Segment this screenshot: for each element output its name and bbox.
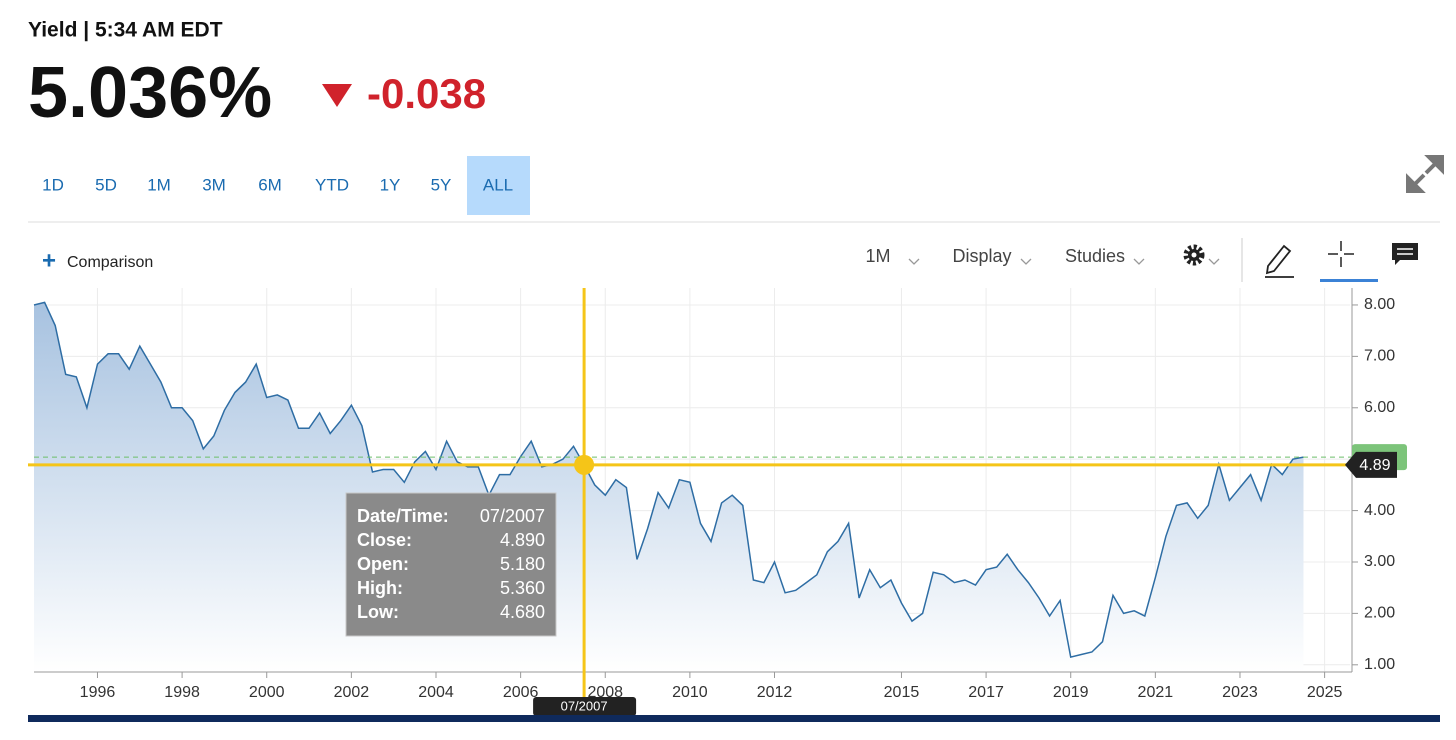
range-button[interactable]: ALL xyxy=(483,175,513,194)
price-tag-label: 4.89 xyxy=(1359,457,1390,474)
tooltip-label: Date/Time: xyxy=(357,506,449,526)
date-label-box xyxy=(533,697,637,716)
tooltip-box xyxy=(345,492,557,637)
plus-icon[interactable]: + xyxy=(42,247,56,274)
x-tick-label: 2010 xyxy=(672,684,708,701)
x-tick-label: 1998 xyxy=(164,684,200,701)
down-arrow xyxy=(322,84,352,107)
x-tick-label: 2021 xyxy=(1138,684,1174,701)
interval[interactable]: 1M xyxy=(865,246,890,266)
area-fill xyxy=(34,302,1304,672)
y-tick-label: 4.00 xyxy=(1364,502,1395,519)
price-tag xyxy=(1345,451,1397,478)
studies[interactable]: Studies xyxy=(1065,246,1125,266)
x-tick-label: 1996 xyxy=(80,684,116,701)
x-tick-label: 2015 xyxy=(884,684,920,701)
tooltip-value: 07/2007 xyxy=(480,506,545,526)
tooltip-value: 5.180 xyxy=(500,554,545,574)
range-button[interactable]: 5Y xyxy=(431,175,452,194)
y-tick-label: 1.00 xyxy=(1364,656,1395,673)
comment-icon[interactable] xyxy=(1392,243,1418,265)
range-button[interactable]: 5D xyxy=(95,175,117,194)
date-label: 07/2007 xyxy=(561,698,608,713)
display[interactable]: Display xyxy=(952,246,1011,266)
x-tick-label: 2006 xyxy=(503,684,539,701)
y-tick-label: 3.00 xyxy=(1364,553,1395,570)
tooltip-label: Open: xyxy=(357,554,409,574)
crosshair-dot xyxy=(574,454,595,475)
range-active xyxy=(467,156,530,215)
y-tick-label: 8.00 xyxy=(1364,296,1395,313)
range-bar: 1D 5D 1M 3M 6M YTD 1Y 5Y ALL xyxy=(42,156,530,215)
line xyxy=(33,301,1304,659)
tooltip-label: High: xyxy=(357,578,403,598)
y-tick-label: 7.00 xyxy=(1364,348,1395,365)
range-button[interactable]: 1Y xyxy=(380,175,401,194)
x-tick-label: 2012 xyxy=(757,684,793,701)
crosshair-icon[interactable] xyxy=(1328,241,1354,267)
x-tick-label: 2002 xyxy=(334,684,370,701)
comparison[interactable]: Comparison xyxy=(67,254,153,271)
active-tool xyxy=(1320,279,1378,282)
range-button[interactable]: 6M xyxy=(258,175,282,194)
bottom-bar xyxy=(28,715,1440,722)
price: 5.036% xyxy=(28,53,272,133)
tooltip-value: 4.890 xyxy=(500,530,545,550)
chevrons xyxy=(908,258,1220,265)
x-tick-label: 2000 xyxy=(249,684,285,701)
y-tick-label: 6.00 xyxy=(1364,399,1395,416)
tooltip-value: 5.360 xyxy=(500,578,545,598)
x-tick-label: 2023 xyxy=(1222,684,1258,701)
title: Yield | 5:34 AM EDT xyxy=(28,19,223,42)
x-tick-label: 2017 xyxy=(968,684,1004,701)
range-button[interactable]: 1M xyxy=(147,175,171,194)
x-tick-label: 2008 xyxy=(587,684,623,701)
tooltip-label: Close: xyxy=(357,530,412,550)
pencil-icon[interactable] xyxy=(1265,244,1294,278)
change: -0.038 xyxy=(367,70,486,117)
gear-icon[interactable] xyxy=(1183,244,1205,266)
x-tick-label: 2025 xyxy=(1307,684,1343,701)
range-button[interactable]: 3M xyxy=(202,175,226,194)
y-tick-label: 2.00 xyxy=(1364,605,1395,622)
x-tick-label: 2019 xyxy=(1053,684,1089,701)
range-button[interactable]: 1D xyxy=(42,175,64,194)
tooltip-label: Low: xyxy=(357,602,399,622)
range-button[interactable]: YTD xyxy=(315,175,349,194)
x-tick-label: 2004 xyxy=(418,684,454,701)
tooltip-value: 4.680 xyxy=(500,602,545,622)
chart: 1996 1998 2000 2002 2004 2006 2008 2010 2012 2015… xyxy=(28,288,1407,716)
expand-icon[interactable] xyxy=(1406,155,1444,193)
